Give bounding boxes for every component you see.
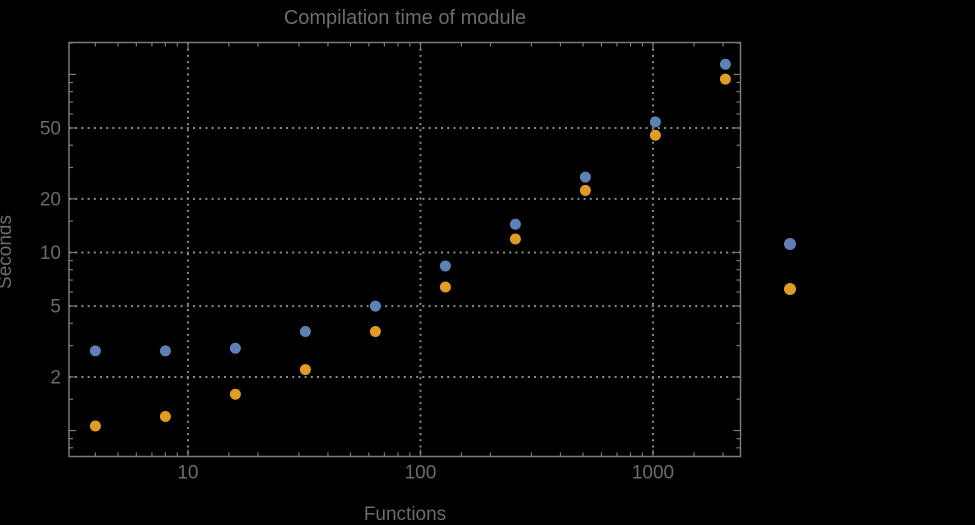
y-tick-label: 5	[50, 297, 61, 318]
y-tick-label: 20	[40, 189, 61, 210]
y-tick-label: 2	[50, 367, 61, 388]
legend-marker	[784, 283, 796, 295]
data-point-series-1-blue	[89, 345, 101, 357]
data-point-series-1-blue	[229, 342, 241, 354]
data-point-series-2-orange	[89, 420, 101, 432]
x-tick-label: 10	[177, 463, 198, 484]
x-tick-label: 100	[405, 463, 437, 484]
data-point-series-1-blue	[299, 325, 311, 337]
data-point-series-1-blue	[159, 345, 171, 357]
data-point-series-2-orange	[649, 129, 661, 141]
data-point-series-1-blue	[719, 58, 731, 70]
data-point-series-2-orange	[439, 281, 451, 293]
chart-title: Compilation time of module	[284, 7, 526, 29]
legend-marker	[784, 238, 796, 250]
data-point-series-1-blue	[579, 171, 591, 183]
data-point-series-2-orange	[719, 73, 731, 85]
data-point-series-1-blue	[509, 218, 521, 230]
data-point-series-1-blue	[439, 260, 451, 272]
x-axis-label: Functions	[364, 504, 446, 525]
data-point-series-1-blue	[369, 300, 381, 312]
data-point-series-1-blue	[649, 116, 661, 128]
plot-frame	[68, 41, 742, 458]
data-point-series-2-orange	[369, 325, 381, 337]
data-point-series-2-orange	[299, 364, 311, 376]
y-axis-label: Seconds	[0, 215, 16, 289]
y-tick-label: 50	[40, 118, 61, 139]
y-tick-label: 10	[40, 243, 61, 264]
data-point-series-2-orange	[159, 410, 171, 422]
data-point-series-2-orange	[509, 233, 521, 245]
x-tick-label: 1000	[632, 463, 674, 484]
data-point-series-2-orange	[229, 388, 241, 400]
data-point-series-2-orange	[579, 184, 591, 196]
